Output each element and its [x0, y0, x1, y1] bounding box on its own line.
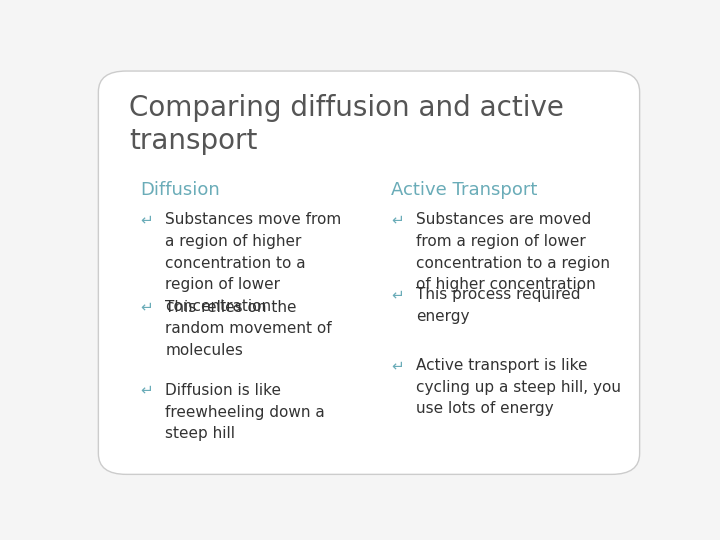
- Text: Diffusion: Diffusion: [140, 181, 220, 199]
- Text: ↵: ↵: [392, 287, 404, 302]
- Text: ↵: ↵: [140, 212, 153, 227]
- Text: random movement of: random movement of: [166, 321, 332, 336]
- Text: cycling up a steep hill, you: cycling up a steep hill, you: [416, 380, 621, 395]
- Text: concentration: concentration: [166, 299, 271, 314]
- Text: Substances are moved: Substances are moved: [416, 212, 592, 227]
- Text: ↵: ↵: [392, 358, 404, 373]
- Text: of higher concentration: of higher concentration: [416, 277, 596, 292]
- Text: molecules: molecules: [166, 343, 243, 358]
- FancyBboxPatch shape: [99, 71, 639, 474]
- Text: use lots of energy: use lots of energy: [416, 401, 554, 416]
- Text: concentration to a: concentration to a: [166, 255, 306, 271]
- Text: concentration to a region: concentration to a region: [416, 255, 611, 271]
- Text: ↵: ↵: [392, 212, 404, 227]
- Text: Active Transport: Active Transport: [392, 181, 538, 199]
- Text: Comparing diffusion and active
transport: Comparing diffusion and active transport: [129, 94, 564, 156]
- Text: a region of higher: a region of higher: [166, 234, 302, 249]
- Text: Substances move from: Substances move from: [166, 212, 341, 227]
- Text: freewheeling down a: freewheeling down a: [166, 404, 325, 420]
- Text: energy: energy: [416, 309, 470, 324]
- Text: ↵: ↵: [140, 300, 153, 315]
- Text: from a region of lower: from a region of lower: [416, 234, 586, 249]
- Text: steep hill: steep hill: [166, 426, 235, 441]
- Text: Diffusion is like: Diffusion is like: [166, 383, 282, 398]
- Text: ↵: ↵: [140, 383, 153, 398]
- Text: This relies on the: This relies on the: [166, 300, 297, 315]
- Text: region of lower: region of lower: [166, 277, 280, 292]
- Text: This process required: This process required: [416, 287, 581, 302]
- Text: Active transport is like: Active transport is like: [416, 358, 588, 373]
